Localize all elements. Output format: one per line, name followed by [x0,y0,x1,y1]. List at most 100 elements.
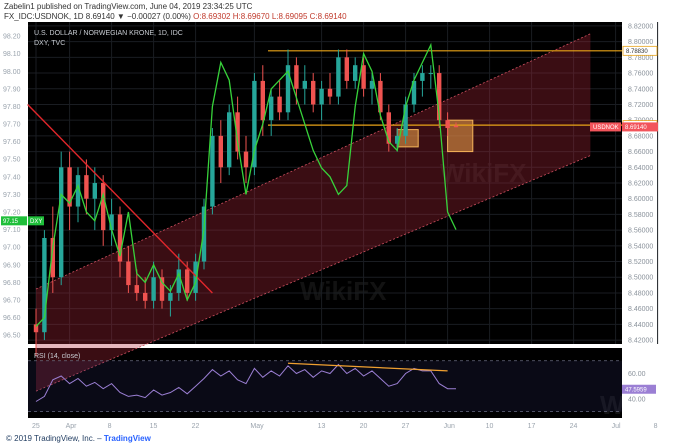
rsi-tick-1: 60.00 [628,371,646,378]
candle-38 [353,65,358,81]
candle-46 [420,73,425,81]
dxy-name-bg [28,216,44,226]
candle-47 [428,73,433,75]
left-tick-16: 98.10 [3,51,21,58]
candle-49 [445,120,450,129]
candle-50 [453,125,459,128]
candle-25 [243,151,249,168]
right-tick-19: 8.80000 [628,39,653,46]
candle-31 [294,65,299,89]
candle-32 [302,80,307,89]
left-tick-5: 97.00 [3,245,21,252]
right-tick-2: 8.46000 [628,306,653,313]
dxy-tag-value: 97.15 [3,219,19,225]
dxy-tag-bg [1,216,27,226]
rsi-band-fill [28,360,622,412]
candle-24 [235,112,240,152]
candle-34 [319,88,324,105]
candle-40 [369,80,375,89]
left-tick-11: 97.60 [3,139,21,146]
left-tick-12: 97.70 [3,122,21,129]
right-tick-1: 8.44000 [628,322,653,329]
candle-36 [336,57,341,97]
axes: 8.42000 8.44000 8.46000 8.48000 8.50000 8.520… [3,23,658,430]
tradingview-logo[interactable]: TradingView [103,434,151,443]
right-tick-17: 8.76000 [628,71,653,78]
ohlc-values: O:8.69302 H:8.69670 L:8.69095 C:8.69140 [193,12,347,21]
candle-23 [227,112,232,168]
x-tick-12: 24 [570,423,578,430]
candle-29 [277,96,282,113]
left-tick-2: 96.70 [3,298,21,305]
candle-6 [84,175,89,199]
left-tick-15: 98.00 [3,69,21,76]
right-tick-16: 8.74000 [628,86,653,93]
candle-30 [285,65,291,113]
footer: © 2019 TradingView, Inc. – TradingView [6,434,151,443]
candle-18 [185,269,190,293]
watermark-2: WikiFX [600,390,680,420]
candle-3 [59,167,64,278]
overlay-label: DXY, TVC [34,40,65,47]
rsi-label: RSI (14, close) [34,353,80,360]
trendline [27,103,213,294]
footer-copyright: © 2019 TradingView, Inc. – [6,434,104,443]
candle-8 [101,183,106,231]
candle-43 [395,135,400,144]
dxy-line [35,42,457,327]
dxy-name-tag: DXY [30,219,42,225]
dxy-overlay [35,42,457,327]
candle-44 [403,104,408,136]
candle-7 [92,183,97,199]
level-tag-0: 8.78830 [626,49,648,55]
x-tick-0: 25 [32,423,40,430]
rsi-pane [28,348,622,418]
grid [28,22,659,344]
symbol-summary: FX_IDC:USDNOK, 1D 8.69140 ▼ −0.00027 (0.… [4,12,194,21]
left-tick-3: 96.80 [3,280,21,287]
right-tick-15: 8.72000 [628,102,653,109]
left-tick-10: 97.50 [3,157,21,164]
candle-17 [176,269,181,293]
candle-20 [201,206,207,262]
publish-line: Zabelin1 published on TradingView.com, J… [4,2,253,11]
right-tick-5: 8.52000 [628,259,653,266]
horizontal-levels [268,50,622,126]
candle-45 [411,80,417,105]
x-tick-4: 22 [192,423,200,430]
candle-28 [269,96,274,121]
right-tick-4: 8.50000 [628,275,653,282]
candle-41 [378,80,383,113]
candle-10 [117,214,123,262]
candle-5 [75,175,81,207]
candle-37 [344,57,349,81]
left-tick-8: 97.30 [3,192,21,199]
right-tick-6: 8.54000 [628,243,653,250]
right-tick-12: 8.66000 [628,149,653,156]
left-tick-4: 96.90 [3,262,21,269]
right-tick-20: 8.82000 [628,23,653,30]
price-tags: 8.788308.693708.69140USDNOK97.15DXY47.59… [1,45,658,394]
x-tick-10: 10 [486,423,494,430]
level-tag-bg-0 [622,45,658,56]
right-tick-0: 8.42000 [628,338,653,345]
rsi-line [35,363,456,402]
left-tick-6: 97.10 [3,227,21,234]
right-tick-11: 8.64000 [628,165,653,172]
candle-1 [42,237,47,333]
left-tick-0: 96.50 [3,333,21,340]
right-tick-8: 8.58000 [628,212,653,219]
right-tick-7: 8.56000 [628,228,653,235]
left-tick-13: 97.80 [3,104,21,111]
x-tick-11: 17 [528,423,536,430]
right-tick-3: 8.48000 [628,290,653,297]
left-tick-1: 96.60 [3,315,21,322]
candle-2 [50,237,55,278]
price-tag-value: 8.69140 [625,125,647,131]
candle-22 [218,135,223,168]
candle-21 [210,135,215,207]
rsi-indicator [28,360,622,413]
x-tick-1: Apr [66,423,78,430]
candle-35 [327,88,333,97]
